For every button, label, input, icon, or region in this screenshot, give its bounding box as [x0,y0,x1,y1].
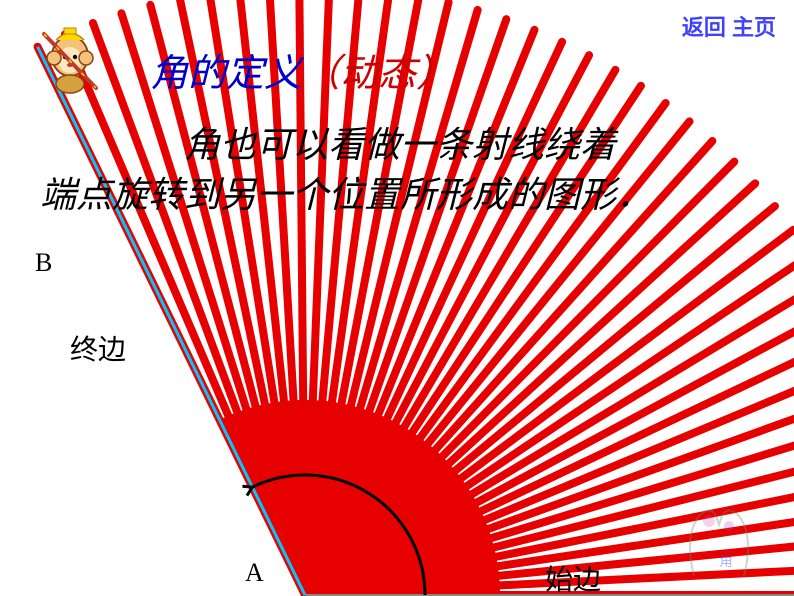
initial-side-label: 始边 [545,558,601,596]
slide-title: 角的定义（动态） [150,42,454,97]
svg-text:角: 角 [719,554,733,570]
title-part1: 角的定义 [150,53,302,95]
desc-line2: 端点旋转到另一个位置所形成的图形． [40,175,652,215]
monkey-king-icon [28,22,100,94]
slide-description: 角也可以看做一条射线绕着 端点旋转到另一个位置所形成的图形． [40,120,760,221]
slide-container: 返回 主页 角的定义（动态） 角也可以看做一条射线绕着 端点旋转到另一个位置所形… [0,0,794,596]
vertex-label-B: B [35,248,52,278]
terminal-side-label: 终边 [70,328,126,368]
vertex-label-A: A [245,558,264,588]
title-part2: （动态） [302,53,454,95]
nav-home-label: 返回 主页 [682,15,776,40]
desc-line1: 角也可以看做一条射线绕着 [40,125,616,165]
corner-decoration: 角 [664,486,774,586]
nav-home-button[interactable]: 返回 主页 [682,10,776,42]
